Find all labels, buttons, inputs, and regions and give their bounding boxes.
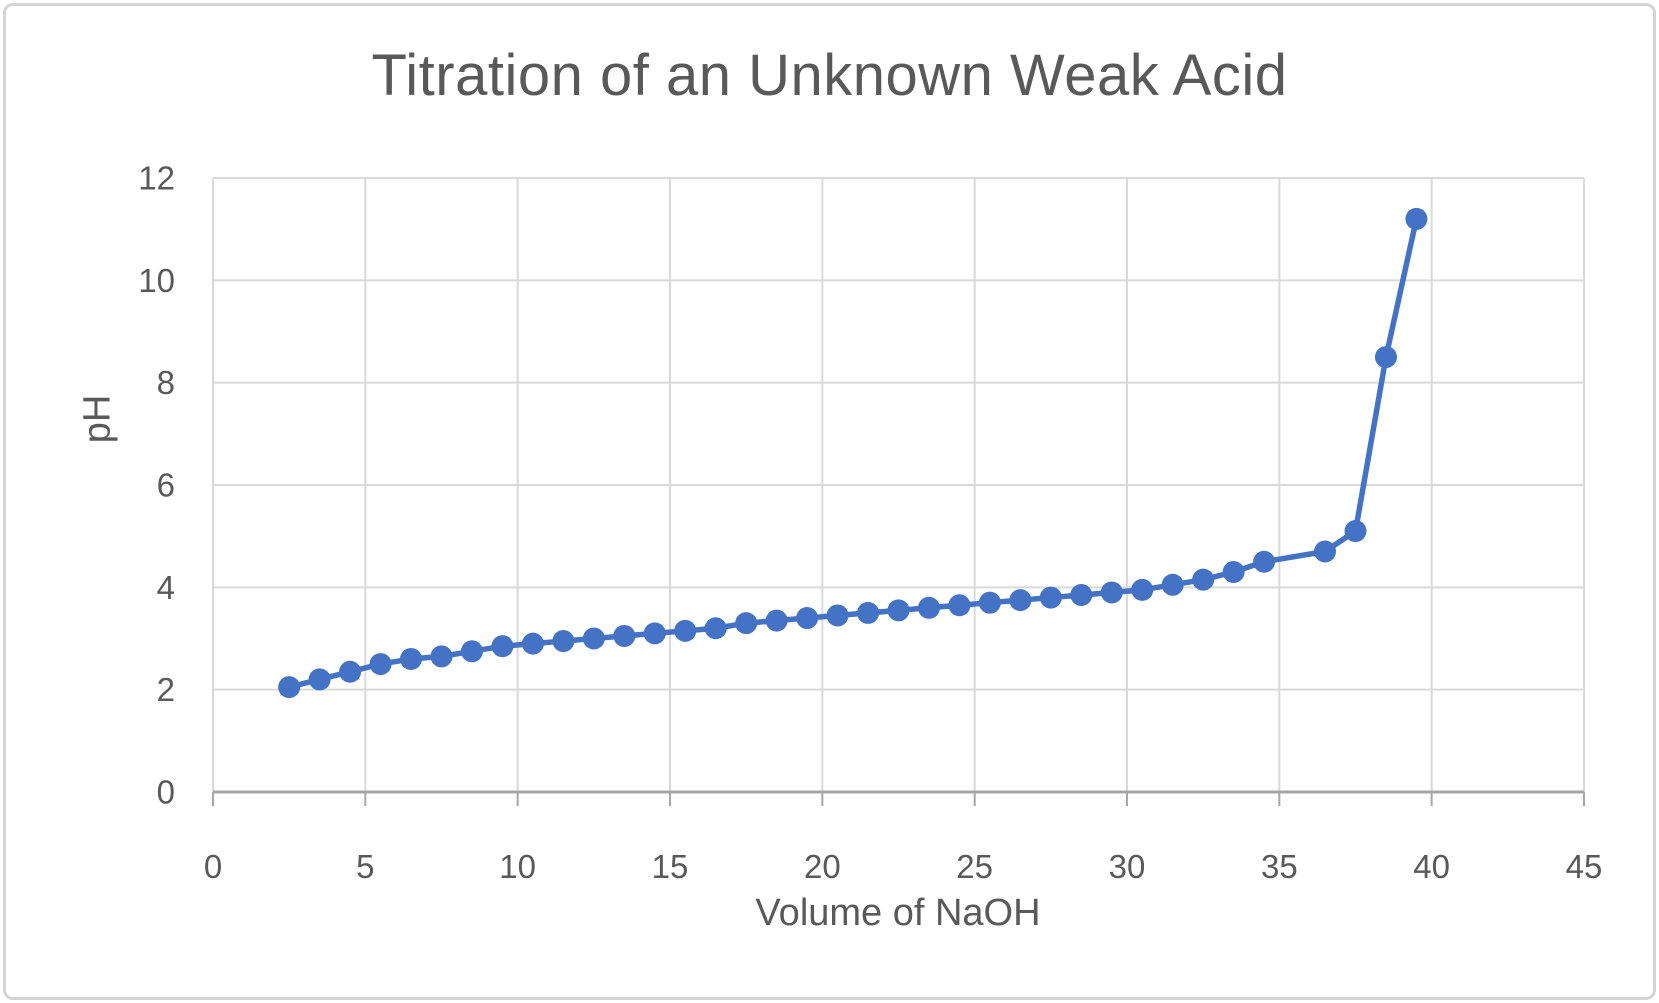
data-point — [1161, 573, 1184, 596]
data-point — [1222, 560, 1245, 583]
x-tick-label: 10 — [499, 848, 536, 885]
data-point — [308, 668, 331, 691]
data-point — [857, 601, 880, 624]
data-point — [917, 596, 940, 619]
y-tick-label: 0 — [157, 774, 175, 811]
data-point — [704, 617, 727, 640]
x-tick-label: 40 — [1413, 848, 1450, 885]
data-point — [796, 607, 819, 630]
data-point — [1405, 207, 1428, 230]
data-point — [1374, 346, 1397, 369]
plot-area: 0 2 4 6 8 10 12 0 5 10 15 20 25 30 35 40 45 — [138, 160, 1603, 886]
x-tick-label: 0 — [204, 848, 222, 885]
x-axis-title: Volume of NaOH — [755, 892, 1041, 934]
data-point — [1253, 550, 1276, 573]
x-tick-label: 35 — [1261, 848, 1298, 885]
data-point — [978, 591, 1001, 614]
x-tick-label: 15 — [652, 848, 689, 885]
y-tick-label: 10 — [138, 262, 175, 299]
data-point — [278, 676, 301, 699]
data-point — [430, 645, 453, 668]
data-point — [339, 660, 362, 683]
y-tick-label: 4 — [157, 569, 175, 606]
y-tick-label: 8 — [157, 364, 175, 401]
data-point — [400, 647, 423, 670]
data-point — [643, 622, 666, 645]
data-point — [1039, 586, 1062, 609]
data-point — [948, 594, 971, 617]
x-tick-label: 30 — [1109, 848, 1146, 885]
data-point — [1009, 589, 1032, 612]
y-tick-label: 6 — [157, 467, 175, 504]
data-point — [887, 599, 910, 622]
data-point — [582, 627, 605, 650]
y-axis-title: pH — [76, 394, 119, 444]
series-line — [286, 216, 1420, 690]
chart-card: Titration of an Unknown Weak Acid 0 2 4 6 8 1… — [3, 3, 1656, 1000]
x-tick-label: 45 — [1566, 848, 1603, 885]
data-point — [674, 619, 697, 642]
data-point — [460, 640, 483, 663]
x-tick-label: 5 — [356, 848, 374, 885]
data-point — [1314, 540, 1337, 563]
data-point — [1131, 578, 1154, 601]
data-point — [1070, 584, 1093, 607]
y-tick-label: 2 — [157, 671, 175, 708]
chart-title: Titration of an Unknown Weak Acid — [371, 43, 1288, 108]
data-point — [765, 609, 788, 632]
x-tick-label: 20 — [804, 848, 841, 885]
y-tick-label: 12 — [138, 160, 175, 197]
data-point — [1100, 581, 1123, 604]
x-tick-label: 25 — [956, 848, 993, 885]
data-point — [1192, 568, 1215, 591]
data-point — [826, 604, 849, 627]
data-point — [1344, 520, 1367, 543]
data-point — [521, 632, 544, 655]
data-point — [369, 653, 392, 676]
data-point — [613, 624, 636, 647]
data-point — [491, 635, 514, 658]
data-point — [552, 630, 575, 653]
data-point — [735, 612, 758, 635]
